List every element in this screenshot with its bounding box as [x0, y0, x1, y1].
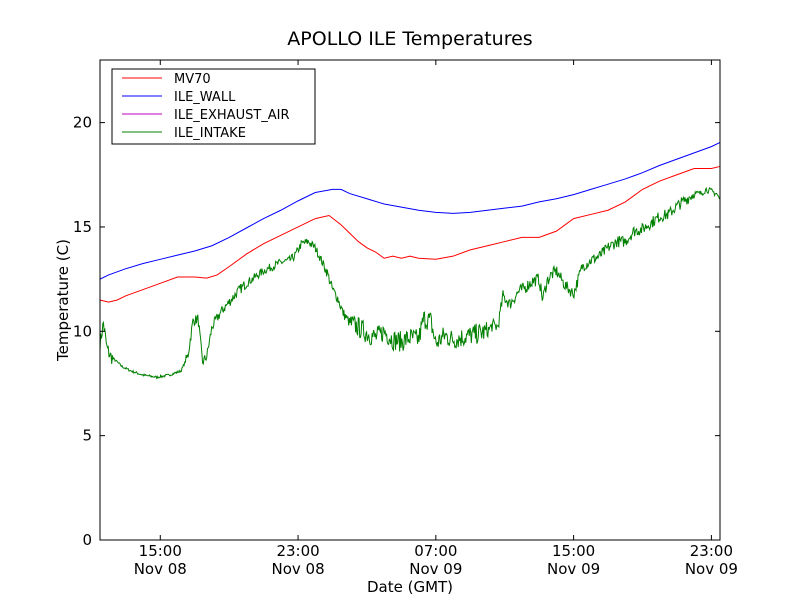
x-axis-label: Date (GMT) — [367, 578, 453, 596]
y-tick-label: 20 — [73, 114, 92, 132]
legend-label: ILE_WALL — [174, 90, 236, 105]
legend-label: MV70 — [174, 72, 211, 87]
series-line-ile-wall — [99, 141, 721, 280]
legend-label: ILE_INTAKE — [174, 126, 246, 141]
y-tick-label: 5 — [82, 427, 92, 445]
x-tick-label-date: Nov 09 — [409, 560, 462, 578]
x-tick-label-date: Nov 09 — [685, 560, 738, 578]
legend: MV70 ILE_WALL ILE_EXHAUST_AIR ILE_INTAKE — [111, 68, 316, 145]
x-tick-label-time: 15:00 — [552, 542, 595, 560]
y-tick-label: 10 — [73, 322, 92, 340]
x-tick-label-time: 15:00 — [139, 542, 182, 560]
x-tick-label-time: 07:00 — [414, 542, 457, 560]
chart-title: APOLLO ILE Temperatures — [287, 28, 532, 50]
x-tick-label-date: Nov 09 — [547, 560, 600, 578]
x-tick-label-date: Nov 08 — [134, 560, 187, 578]
y-tick-label: 15 — [73, 218, 92, 236]
legend-label: ILE_EXHAUST_AIR — [174, 108, 290, 123]
plot-frame — [99, 59, 721, 541]
series-line-mv70 — [99, 165, 721, 303]
series-line-ile-intake — [99, 186, 721, 380]
y-tick-label: 0 — [82, 531, 92, 549]
x-tick-label-time: 23:00 — [276, 542, 319, 560]
x-tick-label-time: 23:00 — [690, 542, 733, 560]
y-axis-label: Temperature (C) — [54, 239, 72, 362]
x-tick-label-date: Nov 08 — [271, 560, 324, 578]
series-layer — [99, 141, 721, 380]
